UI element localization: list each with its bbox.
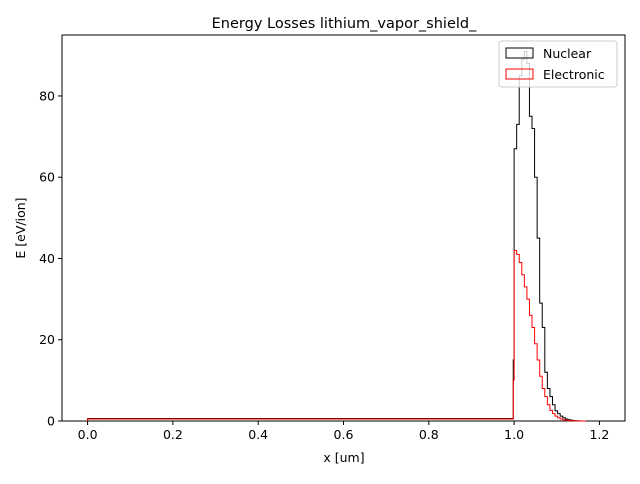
chart-title: Energy Losses lithium_vapor_shield_ <box>212 16 477 32</box>
x-tick-label: 0.0 <box>78 427 98 442</box>
x-tick-label: 0.8 <box>419 427 439 442</box>
legend-label-nuclear: Nuclear <box>543 46 592 61</box>
plot-area <box>61 34 626 422</box>
x-tick-label: 0.6 <box>334 427 354 442</box>
y-tick-label: 40 <box>39 251 55 266</box>
legend-swatch-electronic <box>505 68 534 80</box>
series-group <box>87 50 586 422</box>
x-tick-label: 1.0 <box>504 427 524 442</box>
y-tick-label: 20 <box>39 332 55 347</box>
x-axis: 0.0 0.2 0.4 0.6 0.8 1.0 1.2 <box>78 421 609 442</box>
axes-frame <box>61 34 626 422</box>
legend: Nuclear Electronic <box>498 40 618 88</box>
legend-swatch-nuclear <box>505 47 534 59</box>
x-tick-label: 1.2 <box>589 427 609 442</box>
y-tick-label: 80 <box>39 88 55 103</box>
x-axis-label: x [um] <box>323 450 364 465</box>
y-tick-label: 0 <box>47 414 55 429</box>
series-nuclear-line <box>87 50 586 422</box>
legend-label-electronic: Electronic <box>543 67 605 82</box>
series-electronic-line <box>87 249 586 422</box>
x-tick-label: 0.2 <box>163 427 183 442</box>
y-axis-label: E [eV/ion] <box>13 197 28 258</box>
x-tick-label: 0.4 <box>248 427 268 442</box>
y-tick-label: 60 <box>39 170 55 185</box>
y-axis: 0 20 40 60 80 <box>39 88 62 429</box>
legend-box <box>498 40 618 88</box>
